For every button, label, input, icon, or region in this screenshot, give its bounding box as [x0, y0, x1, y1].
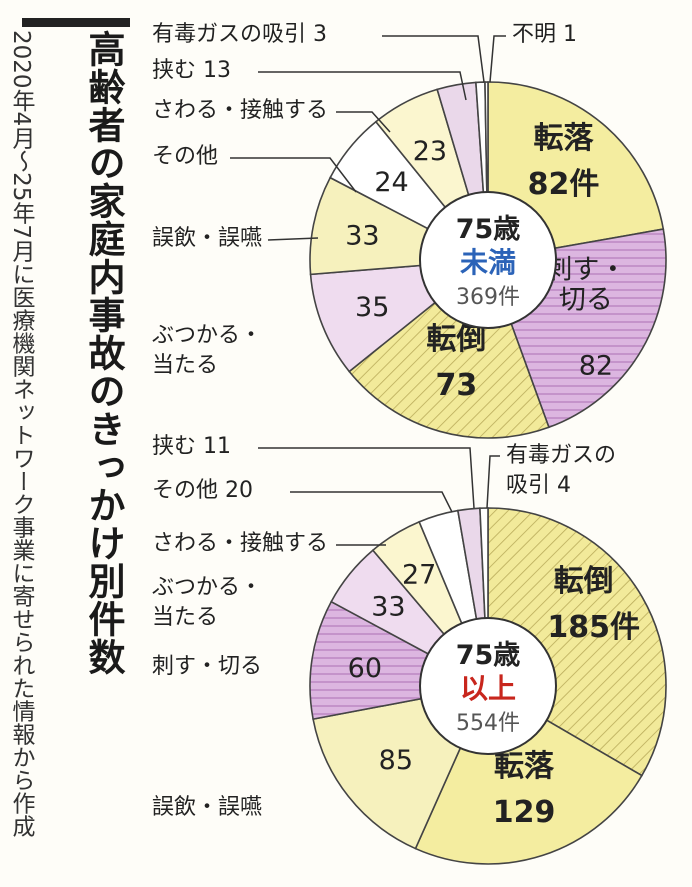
leader-line	[267, 237, 319, 241]
slice-value-label: 185件	[547, 610, 640, 645]
slice-value-label: 35	[355, 292, 389, 323]
center-circle	[419, 617, 557, 755]
slice-outer-label: 有毒ガスの吸引 3	[152, 22, 327, 47]
slice-value-label: 82件	[528, 167, 600, 202]
slice-value-label: 129	[493, 795, 556, 830]
slice-name-label: 転落	[494, 749, 555, 784]
center-age-label: 75歳	[456, 640, 521, 671]
slice-outer-label: その他 20	[152, 478, 253, 503]
slice-value-label: 33	[371, 591, 405, 622]
slice-outer-label: 不明 1	[512, 22, 577, 47]
slice-name-label: 刺す・	[545, 254, 626, 285]
slice-outer-label: 有毒ガスの	[506, 443, 616, 468]
slice-outer-label: 挟む 13	[152, 58, 231, 83]
slice-outer-label: 挟む 11	[152, 434, 231, 459]
slice-outer-label: ぶつかる・	[152, 575, 262, 600]
leader-line	[230, 157, 357, 193]
chart-title: 高齢者の家庭内事故のきっかけ別件数	[82, 30, 125, 676]
center-age-label: 75歳	[456, 214, 521, 245]
slice-outer-label: ぶつかる・	[152, 323, 262, 348]
center-circle	[419, 191, 557, 329]
source-note: 2020年4月〜25年7月に医療機関ネットワーク事業に寄せられた情報から作成	[8, 30, 34, 838]
slice-value-label: 33	[345, 221, 379, 252]
slice-name-label: 転倒	[554, 564, 614, 599]
leader-line	[258, 71, 467, 101]
slice-outer-label: 誤飲・誤嚥	[152, 226, 262, 251]
slice-name-label: 転落	[534, 121, 595, 156]
slice-outer-label: さわる・接触する	[152, 531, 328, 556]
slice-value-label: 82	[579, 350, 613, 381]
center-total-label: 369件	[456, 285, 520, 310]
slice-outer-label: 刺す・切る	[152, 654, 262, 679]
title-bar	[22, 18, 130, 27]
slice-outer-label: さわる・接触する	[152, 98, 328, 123]
slice-value-label: 27	[402, 560, 436, 591]
leader-line	[489, 35, 506, 83]
leader-line	[290, 491, 453, 513]
center-group-label: 未満	[460, 246, 516, 279]
center-total-label: 554件	[456, 711, 520, 736]
slice-outer-label: その他	[152, 144, 218, 169]
leader-line	[258, 447, 475, 509]
slice-outer-label: 吸引 4	[506, 473, 571, 498]
slice-outer-label: 誤飲・誤嚥	[152, 795, 262, 820]
slice-value-label: 60	[348, 653, 382, 684]
slice-outer-label: 当たる	[152, 605, 218, 630]
leader-line	[336, 111, 391, 133]
slice-outer-label: 当たる	[152, 353, 218, 378]
slice-value-label: 85	[379, 745, 413, 776]
slice-name-label: 切る	[559, 284, 613, 315]
leader-line	[382, 35, 485, 83]
center-group-label: 以上	[460, 672, 516, 705]
slice-value-label: 73	[436, 368, 478, 403]
leader-line	[486, 455, 500, 509]
slice-value-label: 24	[374, 167, 408, 198]
slice-value-label: 23	[413, 136, 447, 167]
